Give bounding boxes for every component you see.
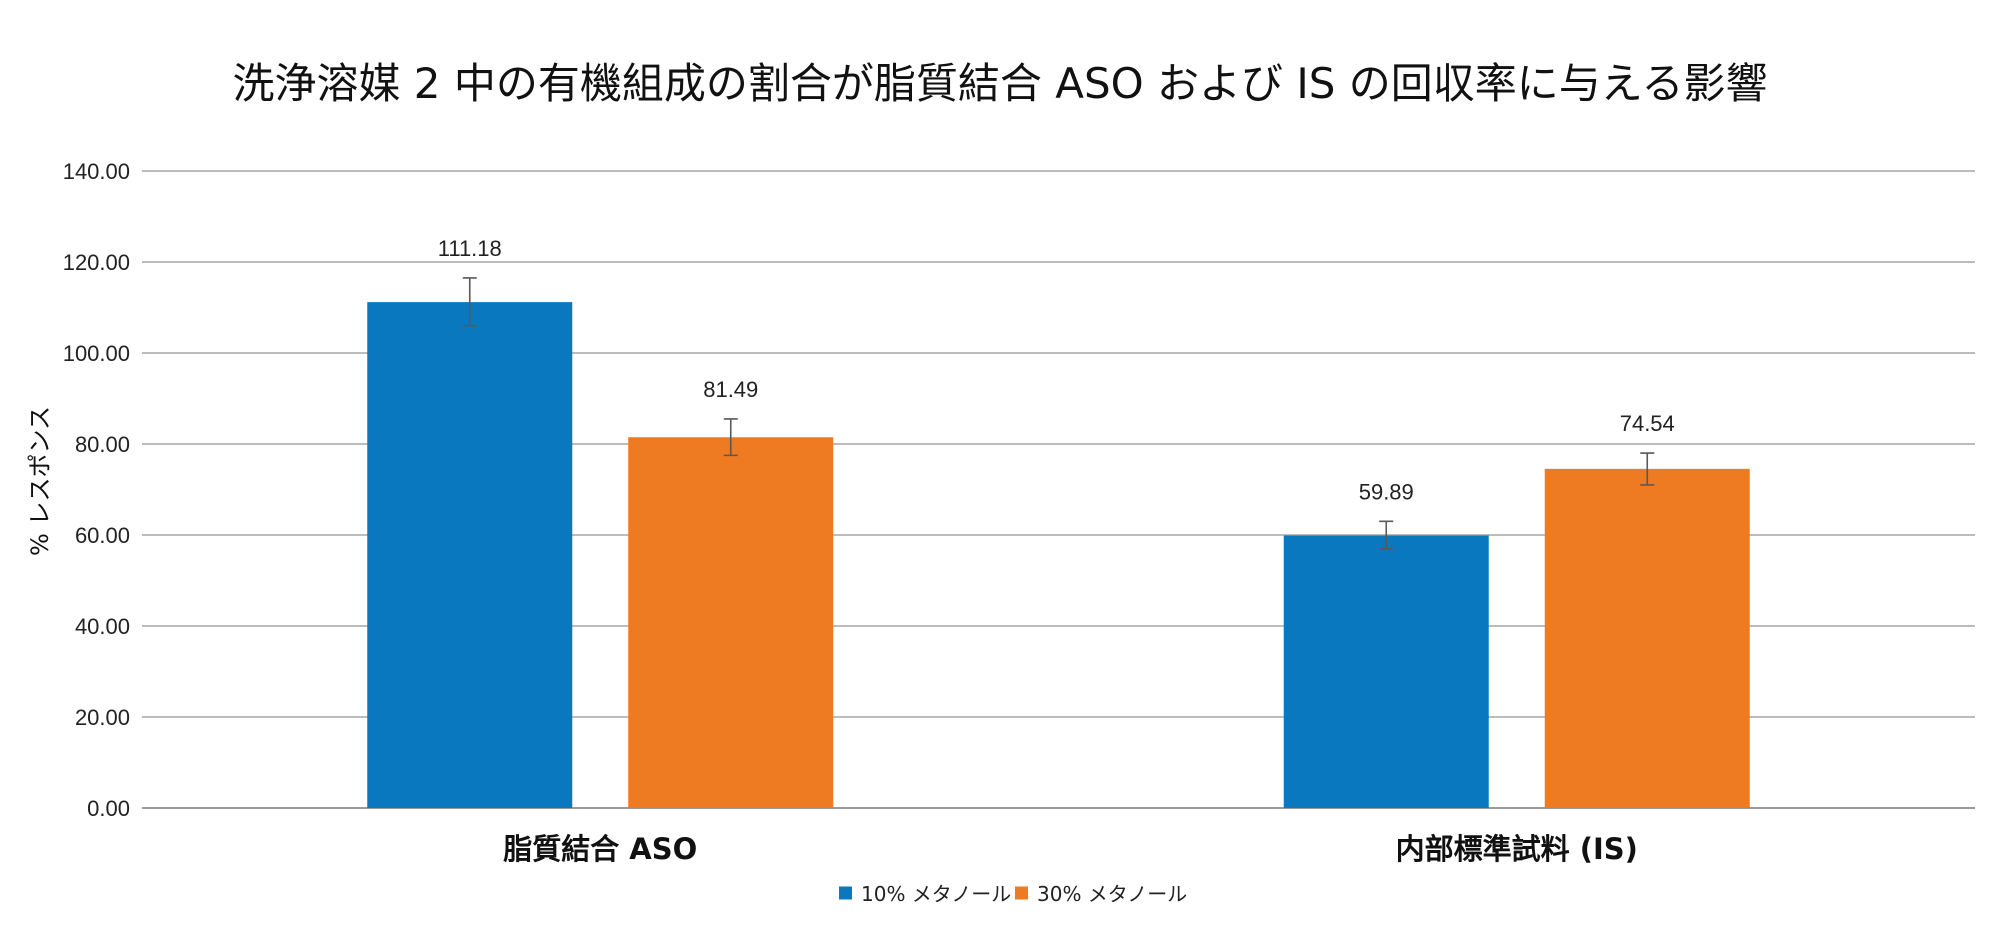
y-tick-label: 60.00 bbox=[75, 523, 130, 548]
y-tick-label: 120.00 bbox=[63, 250, 130, 275]
error-bar bbox=[1379, 520, 1394, 550]
y-axis-ticks: 0.00 20.00 40.00 60.00 80.00 100.00 120.00 140.… bbox=[63, 159, 130, 821]
y-tick-label: 40.00 bbox=[75, 614, 130, 639]
bar bbox=[367, 302, 573, 808]
data-label: 111.18 bbox=[438, 236, 502, 261]
error-bar bbox=[1640, 452, 1655, 486]
data-label: 81.49 bbox=[703, 377, 758, 402]
legend-swatch bbox=[839, 886, 852, 900]
y-tick-label: 80.00 bbox=[75, 432, 130, 457]
error-bar bbox=[723, 418, 738, 457]
x-category-label: 脂質結合 ASO bbox=[503, 832, 697, 866]
bars bbox=[367, 302, 1750, 808]
y-tick-label: 140.00 bbox=[63, 159, 130, 184]
legend: 10% メタノール 30% メタノール bbox=[839, 882, 1187, 906]
y-axis-label: % レスポンス bbox=[26, 406, 54, 556]
bar bbox=[1283, 535, 1489, 808]
data-label: 59.89 bbox=[1359, 479, 1414, 504]
y-tick-label: 20.00 bbox=[75, 705, 130, 730]
bar bbox=[628, 437, 834, 808]
y-tick-label: 100.00 bbox=[63, 341, 130, 366]
y-tick-label: 0.00 bbox=[87, 796, 130, 821]
error-bars bbox=[462, 277, 1655, 550]
error-bar bbox=[462, 277, 477, 327]
bar bbox=[1544, 468, 1750, 808]
data-label: 74.54 bbox=[1620, 411, 1675, 436]
x-category-label: 内部標準試料 (IS) bbox=[1396, 832, 1638, 866]
legend-label: 10% メタノール bbox=[861, 882, 1011, 906]
legend-swatch bbox=[1015, 886, 1028, 900]
data-labels: 111.18 81.49 59.89 74.54 bbox=[438, 236, 1675, 504]
legend-label: 30% メタノール bbox=[1037, 882, 1187, 906]
x-axis-categories: 脂質結合 ASO 内部標準試料 (IS) bbox=[503, 832, 1638, 866]
chart-title: 洗浄溶媒 2 中の有機組成の割合が脂質結合 ASO および IS の回収率に与え… bbox=[232, 59, 1767, 108]
